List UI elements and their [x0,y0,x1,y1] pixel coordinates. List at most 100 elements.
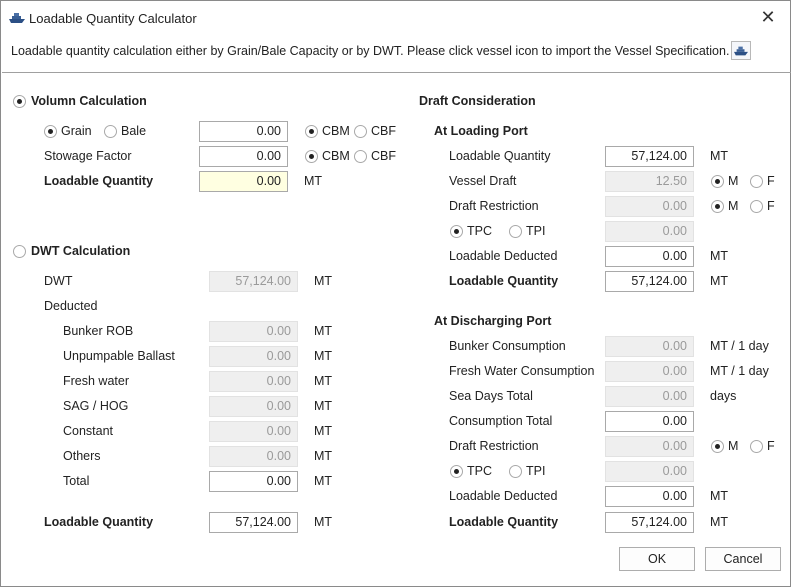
vessel-icon [734,46,748,55]
capacity-cbm-radio[interactable] [305,125,318,138]
constant-label: Constant [63,424,114,438]
dwt-input: 57,124.00 [209,271,298,292]
dwt-loadable-unit: MT [314,515,333,529]
cancel-button[interactable]: Cancel [705,547,781,571]
bale-label: Bale [121,124,147,138]
window-title: Loadable Quantity Calculator [29,11,197,26]
loading-draft-restriction-label: Draft Restriction [449,199,539,213]
volume-calculation-radio[interactable] [13,95,26,108]
loading-tpc-input: 0.00 [605,221,694,242]
fresh-water-consumption-input: 0.00 [605,361,694,382]
bale-radio[interactable] [104,125,117,138]
fresh-water-label: Fresh water [63,374,129,388]
loading-restriction-m-label: M [728,199,739,213]
bunker-consumption-input: 0.00 [605,336,694,357]
discharging-result-unit: MT [710,515,729,529]
stowage-cbf-label: CBF [371,149,396,163]
loading-tpc-label: TPC [467,224,492,238]
discharging-restriction-m-radio[interactable] [711,440,724,453]
others-unit: MT [314,449,333,463]
grain-label: Grain [61,124,92,138]
constant-input: 0.00 [209,421,298,442]
stowage-factor-label: Stowage Factor [44,149,132,163]
vessel-draft-f-label: F [767,174,775,188]
loading-draft-restriction-input: 0.00 [605,196,694,217]
import-vessel-button[interactable] [731,41,751,60]
discharging-draft-restriction-input: 0.00 [605,436,694,457]
grain-radio[interactable] [44,125,57,138]
description-text: Loadable quantity calculation either by … [11,44,730,58]
discharging-deducted-input: 0.00 [605,486,694,507]
loading-restriction-f-radio[interactable] [750,200,763,213]
vessel-draft-input: 12.50 [605,171,694,192]
stowage-cbm-radio[interactable] [305,150,318,163]
sea-days-unit: days [710,389,737,403]
draft-consideration-title: Draft Consideration [419,94,536,108]
vessel-draft-f-radio[interactable] [750,175,763,188]
bunker-rob-unit: MT [314,324,333,338]
vessel-draft-label: Vessel Draft [449,174,517,188]
sag-hog-label: SAG / HOG [63,399,129,413]
others-label: Others [63,449,101,463]
discharging-tpi-label: TPI [526,464,546,478]
constant-unit: MT [314,424,333,438]
loading-tpi-radio[interactable] [509,225,522,238]
discharging-restriction-f-label: F [767,439,775,453]
loading-tpi-label: TPI [526,224,546,238]
bunker-consumption-unit: MT / 1 day [710,339,769,353]
volume-loadable-label: Loadable Quantity [44,174,154,188]
discharging-result-label: Loadable Quantity [449,515,559,529]
loading-result-label: Loadable Quantity [449,274,559,288]
stowage-cbm-label: CBM [322,149,350,163]
stowage-factor-input[interactable]: 0.00 [199,146,288,167]
capacity-cbm-label: CBM [322,124,350,138]
sea-days-input: 0.00 [605,386,694,407]
discharging-tpc-radio[interactable] [450,465,463,478]
discharging-result-output: 57,124.00 [605,512,694,533]
loading-deducted-input: 0.00 [605,246,694,267]
others-input: 0.00 [209,446,298,467]
loading-loadable-input[interactable]: 57,124.00 [605,146,694,167]
discharging-restriction-f-radio[interactable] [750,440,763,453]
total-label: Total [63,474,90,488]
discharging-draft-restriction-label: Draft Restriction [449,439,539,453]
loading-deducted-label: Loadable Deducted [449,249,558,263]
bunker-rob-label: Bunker ROB [63,324,134,338]
loading-restriction-f-label: F [767,199,775,213]
vessel-draft-m-radio[interactable] [711,175,724,188]
unpumpable-ballast-label: Unpumpable Ballast [63,349,175,363]
loading-loadable-unit: MT [710,149,729,163]
fresh-water-consumption-label: Fresh Water Consumption [449,364,595,378]
consumption-total-label: Consumption Total [449,414,553,428]
capacity-input[interactable]: 0.00 [199,121,288,142]
fresh-water-input: 0.00 [209,371,298,392]
sea-days-label: Sea Days Total [449,389,533,403]
loading-restriction-m-radio[interactable] [711,200,724,213]
sag-hog-unit: MT [314,399,333,413]
volume-loadable-output: 0.00 [199,171,288,192]
dwt-unit: MT [314,274,333,288]
fresh-water-consumption-unit: MT / 1 day [710,364,769,378]
consumption-total-input: 0.00 [605,411,694,432]
ok-button[interactable]: OK [619,547,695,571]
dwt-loadable-label: Loadable Quantity [44,515,154,529]
capacity-cbf-label: CBF [371,124,396,138]
stowage-cbf-radio[interactable] [354,150,367,163]
total-unit: MT [314,474,333,488]
volume-loadable-unit: MT [304,174,323,188]
unpumpable-ballast-unit: MT [314,349,333,363]
dwt-label: DWT [44,274,73,288]
discharging-port-title: At Discharging Port [434,314,552,328]
volume-calculation-title: Volumn Calculation [31,94,147,108]
loading-tpc-radio[interactable] [450,225,463,238]
dwt-calculation-title: DWT Calculation [31,244,131,258]
discharging-tpi-radio[interactable] [509,465,522,478]
close-icon[interactable]: ✕ [760,7,776,27]
vessel-draft-m-label: M [728,174,739,188]
dwt-calculation-radio[interactable] [13,245,26,258]
total-input: 0.00 [209,471,298,492]
capacity-cbf-radio[interactable] [354,125,367,138]
loading-result-unit: MT [710,274,729,288]
dwt-loadable-output: 57,124.00 [209,512,298,533]
unpumpable-ballast-input: 0.00 [209,346,298,367]
